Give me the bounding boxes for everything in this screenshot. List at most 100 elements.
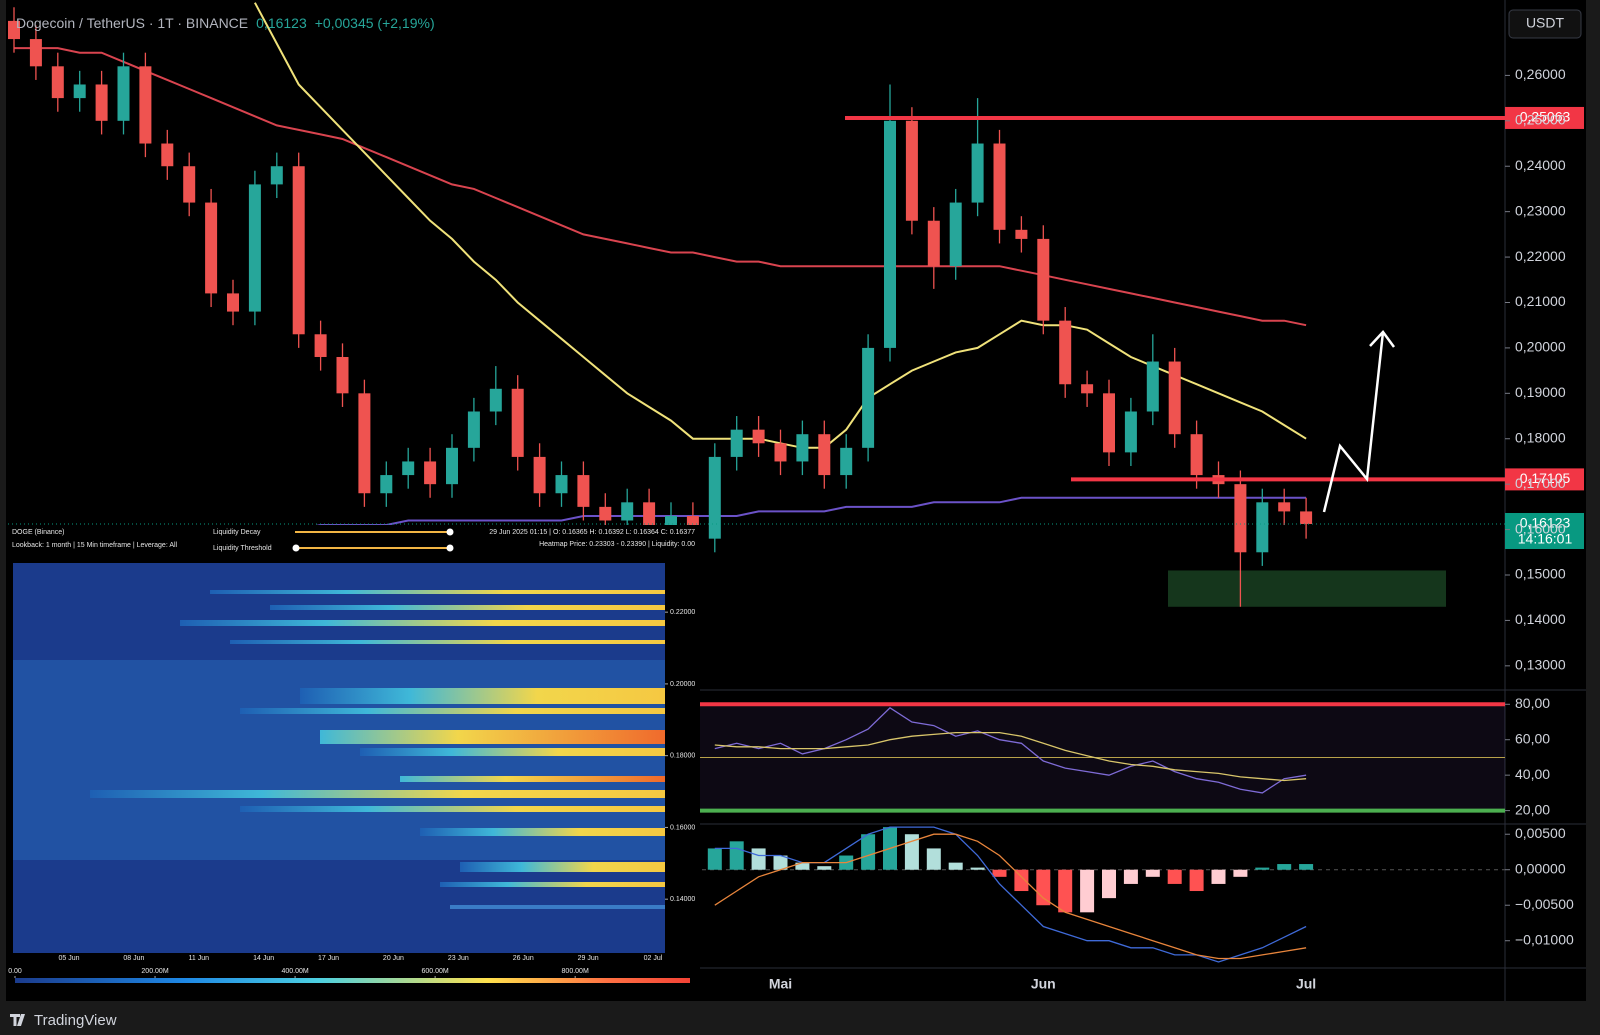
heatmap-x-tick-label: 14 Jun (253, 955, 274, 962)
heatmap-y-tick-label: 0.14000 (670, 896, 695, 903)
symbol-header: Dogecoin / TetherUS · 1T · BINANCE 0,1612… (16, 15, 435, 31)
candle-body (117, 66, 130, 121)
price-level-tag (1505, 106, 1584, 129)
candle-body (489, 388, 502, 412)
y-tick-label: 0,21000 (1515, 293, 1566, 309)
candle-body (1059, 320, 1072, 385)
y-tick-label: 0,14000 (1515, 611, 1566, 627)
slider-knob[interactable] (446, 528, 454, 536)
heatmap-x-tick-label: 23 Jun (448, 955, 469, 962)
candle-body (139, 66, 152, 144)
currency-button[interactable] (1508, 9, 1582, 39)
candle-body (292, 166, 305, 335)
heatmap-x-tick-label: 11 Jun (189, 955, 210, 962)
y-tick-label: 0,18000 (1515, 429, 1566, 445)
heatmap-band (210, 590, 665, 594)
candle-body (248, 184, 261, 312)
price-level-label: 0,25063 (1520, 109, 1571, 125)
y-tick-label: 0,26000 (1515, 66, 1566, 82)
candle-body (555, 475, 568, 494)
macd-histogram-bar (1233, 869, 1248, 877)
heatmap-x-tick-label: 08 Jun (123, 955, 144, 962)
y-tick-label: 0,00000 (1515, 860, 1566, 876)
macd-histogram-bar (1102, 869, 1116, 899)
symbol: Dogecoin / TetherUS · 1T · BINANCE (16, 15, 248, 31)
candle-body (708, 456, 721, 539)
candle-body (621, 502, 634, 521)
macd-histogram-bar (1211, 869, 1226, 884)
heatmap-x-tick-label: 02 Jul (644, 955, 663, 962)
macd-histogram-bar (729, 841, 744, 870)
slider-knob[interactable] (292, 544, 300, 552)
macd-histogram-bar (1014, 869, 1029, 892)
colorbar-label: 200.00M (141, 968, 168, 975)
control-label: Liquidity Threshold (213, 545, 272, 552)
heatmap-band (320, 730, 665, 744)
macd-histogram-bar (795, 862, 810, 870)
colorbar (15, 978, 690, 983)
heatmap-y-tick-label: 0.18000 (670, 753, 695, 760)
main-pane (8, 2, 1505, 607)
last-price: 0,16123 (256, 15, 307, 31)
inset-title: DOGE (Binance) (12, 529, 65, 536)
candle-body (270, 166, 283, 185)
candle-body (358, 393, 371, 494)
heatmap-inset: DOGE (Binance) Lookback: 1 month | 15 Min… (8, 525, 700, 991)
heatmap-x-tick-label: 20 Jun (383, 955, 404, 962)
macd-histogram-bar (1145, 869, 1160, 877)
slider-knob[interactable] (446, 544, 454, 552)
y-tick-label: 0,15000 (1515, 566, 1566, 582)
price-level-tag (1505, 468, 1584, 491)
candle-body (993, 143, 1006, 230)
x-tick-label: Mai (769, 976, 792, 992)
candle-body (927, 220, 940, 267)
heatmap-band (240, 708, 665, 714)
heatmap-band (420, 828, 665, 836)
macd-histogram-bar (970, 867, 985, 870)
candle-body (511, 388, 524, 457)
projection-arrow (1322, 330, 1396, 513)
heatmap-y-tick-label: 0.20000 (670, 681, 695, 688)
y-tick-label: 0,20000 (1515, 339, 1566, 355)
candle-body (336, 356, 349, 394)
heatmap-band (270, 605, 665, 610)
candle-body (314, 334, 327, 357)
macd-histogram-bar (861, 834, 876, 870)
candle-body (1234, 484, 1247, 553)
candle-body (599, 506, 612, 521)
moving-average (14, 47, 1307, 327)
candle-body (796, 434, 809, 462)
currency[interactable]: USDT (1526, 15, 1565, 31)
candle-body (227, 293, 239, 312)
candle-body (402, 461, 415, 476)
macd-histogram-bar (1277, 864, 1292, 870)
macd-histogram-bar (817, 866, 832, 870)
inset-info: 29 Jun 2025 01:15 | O: 0.16365 H: 0.1639… (489, 529, 695, 536)
candle-body (1103, 393, 1115, 453)
last-price-tag (1505, 512, 1584, 549)
candle-body (862, 347, 875, 448)
candle-body (95, 84, 108, 121)
x-tick-label: Jun (1031, 976, 1056, 992)
candle-body (1124, 411, 1137, 453)
candle-body (1081, 384, 1094, 394)
inset-subtitle: Lookback: 1 month | 15 Min timeframe | L… (12, 542, 178, 549)
y-tick-label: 0,24000 (1515, 157, 1566, 173)
candle-body (1278, 502, 1291, 512)
heatmap-band (440, 882, 665, 887)
y-tick-label: −0,01000 (1515, 931, 1574, 947)
y-tick-label: 0,16000 (1515, 520, 1566, 536)
macd-histogram-bar (707, 848, 722, 870)
candle-body (205, 202, 218, 294)
logo (10, 1014, 25, 1026)
candle-body (752, 429, 765, 444)
x-tick-label: Jul (1296, 976, 1316, 992)
heatmap-x-tick-label: 05 Jun (58, 955, 79, 962)
macd-histogram-bar (1167, 869, 1182, 884)
candle-body (818, 434, 831, 476)
macd-line (714, 833, 1307, 960)
heatmap-band (240, 806, 665, 812)
candle-body (643, 502, 656, 530)
